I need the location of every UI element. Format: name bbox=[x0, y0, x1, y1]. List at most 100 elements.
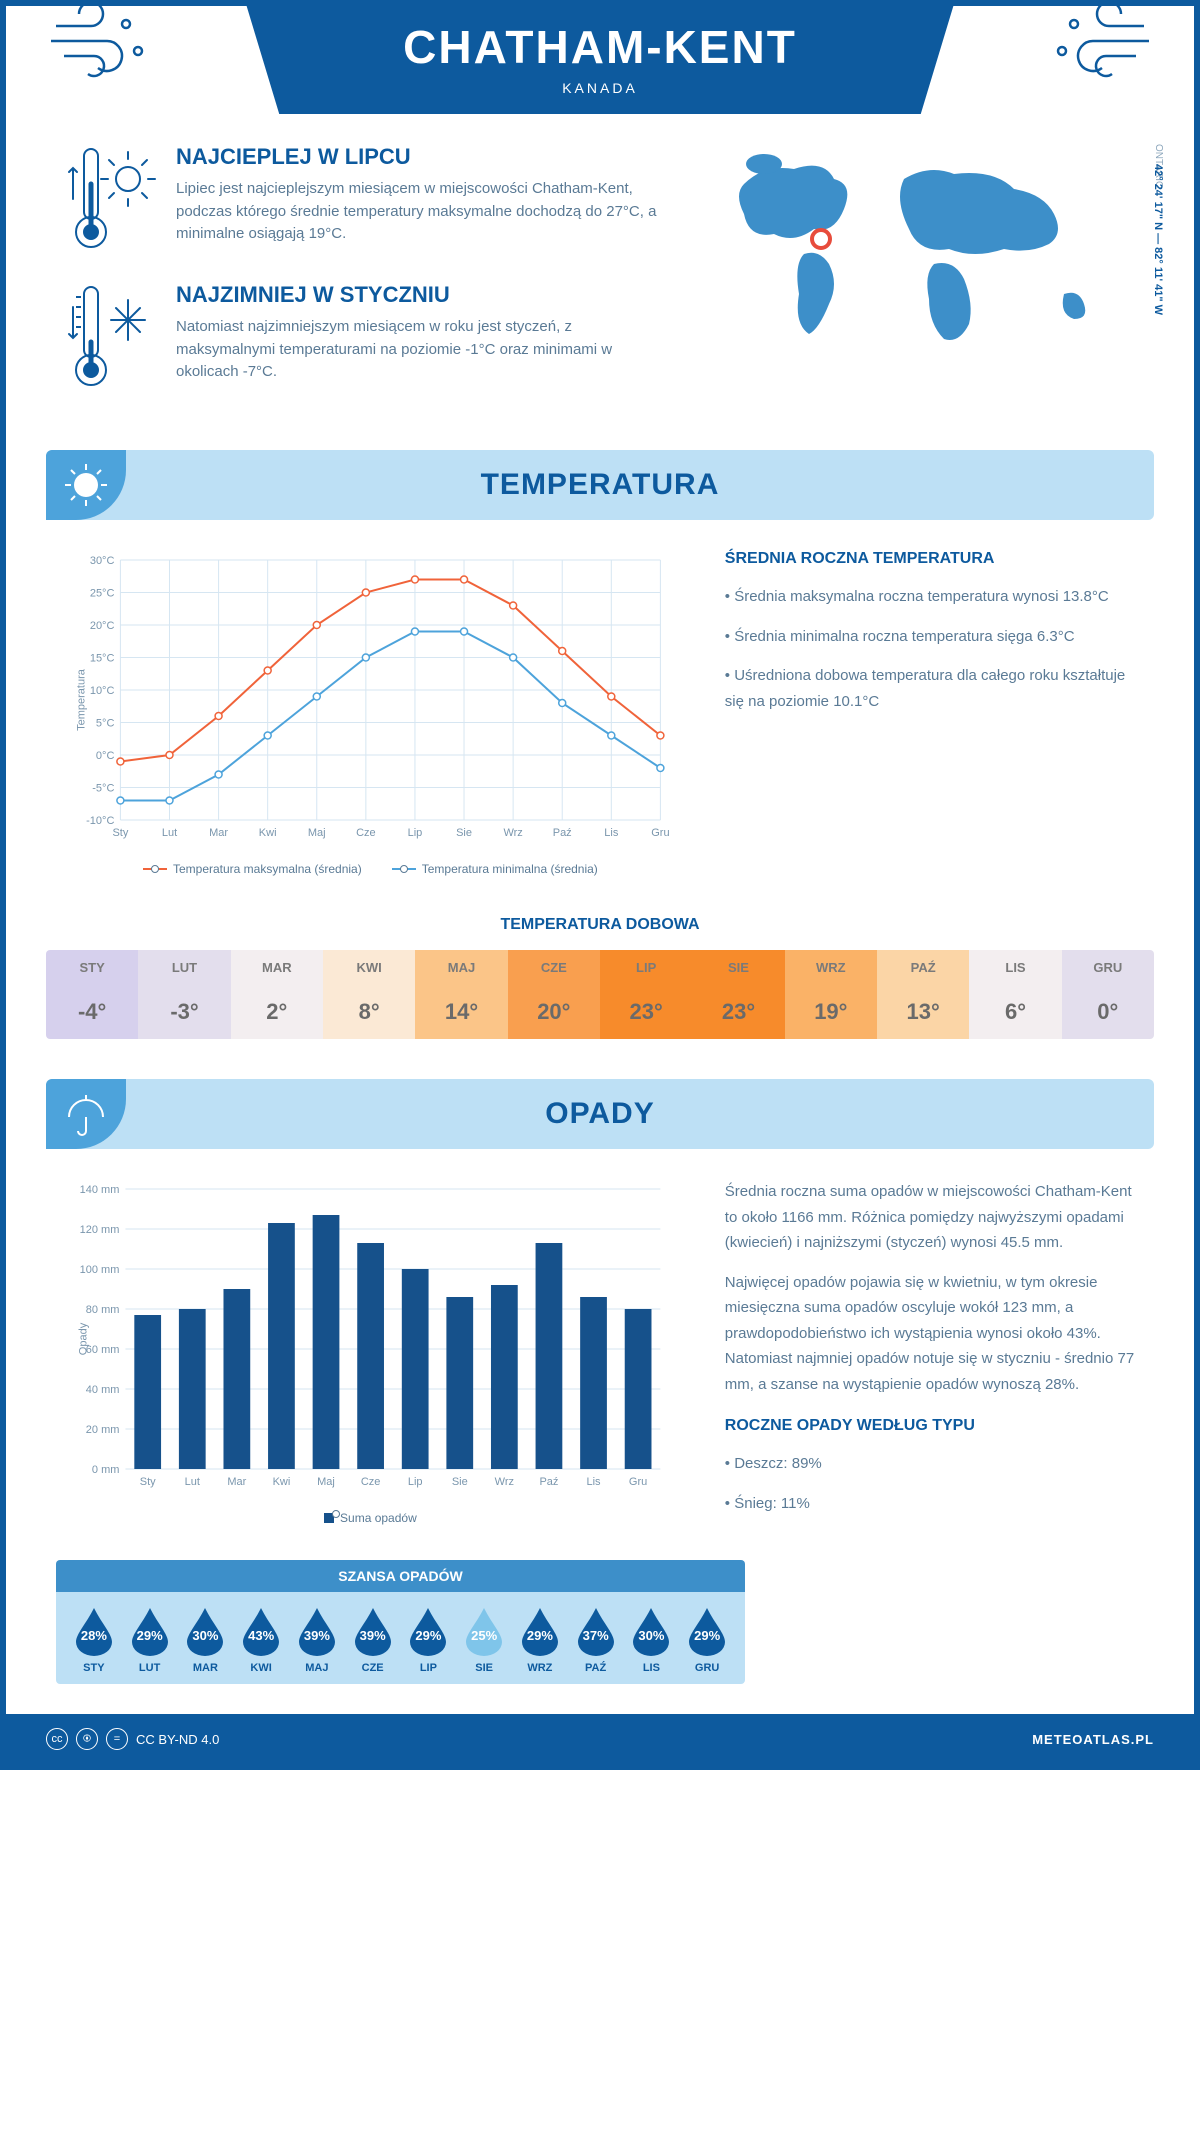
daily-temp-value: -4° bbox=[46, 985, 138, 1039]
temp-bullet: • Uśredniona dobowa temperatura dla całe… bbox=[725, 663, 1144, 714]
svg-text:0°C: 0°C bbox=[96, 750, 115, 762]
daily-month-header: MAR bbox=[231, 950, 323, 985]
thermometer-cold-icon bbox=[66, 282, 156, 392]
wind-icon bbox=[46, 0, 166, 86]
wind-icon bbox=[1034, 0, 1154, 86]
precipitation-chance-row: 28%STY29%LUT30%MAR43%KWI39%MAJ39%CZE29%L… bbox=[56, 1592, 745, 1684]
rain-legend-label: Suma opadów bbox=[340, 1511, 417, 1525]
svg-text:40 mm: 40 mm bbox=[86, 1384, 120, 1396]
svg-text:10°C: 10°C bbox=[90, 685, 115, 697]
daily-temp-value: -3° bbox=[138, 985, 230, 1039]
page-footer: cc 🅯 = CC BY-ND 4.0 METEOATLAS.PL bbox=[6, 1714, 1194, 1764]
temperature-chart-legend: .swatch::before{border-color:#f0633a}Tem… bbox=[56, 862, 685, 876]
svg-text:Cze: Cze bbox=[361, 1476, 381, 1488]
svg-text:Wrz: Wrz bbox=[503, 827, 522, 839]
precipitation-bar-chart: 0 mm20 mm40 mm60 mm80 mm100 mm120 mm140 … bbox=[56, 1179, 685, 1499]
daily-temp-value: 23° bbox=[692, 985, 784, 1039]
svg-text:25°C: 25°C bbox=[90, 588, 115, 600]
daily-temp-value: 2° bbox=[231, 985, 323, 1039]
daily-temp-value: 0° bbox=[1062, 985, 1154, 1039]
daily-month-header: LIS bbox=[969, 950, 1061, 985]
legend-item: .swatch::before{border-color:#4da3db}Tem… bbox=[392, 862, 598, 876]
rain-paragraph: Najwięcej opadów pojawia się w kwietniu,… bbox=[725, 1270, 1144, 1398]
svg-text:Kwi: Kwi bbox=[259, 827, 277, 839]
chance-title: SZANSA OPADÓW bbox=[56, 1560, 745, 1592]
legend-item: .swatch::before{border-color:#f0633a}Tem… bbox=[143, 862, 362, 876]
country-subtitle: KANADA bbox=[284, 80, 917, 96]
rain-type-item: • Deszcz: 89% bbox=[725, 1451, 1144, 1477]
daily-temperature-table: STYLUTMARKWIMAJCZELIPSIEWRZPAŹLISGRU-4°-… bbox=[46, 950, 1154, 1039]
svg-text:Maj: Maj bbox=[308, 827, 326, 839]
temp-bullet: • Średnia minimalna roczna temperatura s… bbox=[725, 624, 1144, 650]
temperature-line-chart: -10°C -5°C 0°C 5°C 10°C 15°C 20°C 25°C 30°C Sty Lu… bbox=[56, 550, 685, 850]
svg-text:20°C: 20°C bbox=[90, 620, 115, 632]
daily-temp-value: 13° bbox=[877, 985, 969, 1039]
svg-text:120 mm: 120 mm bbox=[80, 1224, 120, 1236]
svg-text:Opady: Opady bbox=[77, 1322, 89, 1355]
section-header-temperature: TEMPERATURA bbox=[46, 450, 1154, 520]
chance-drop-item: 28%STY bbox=[74, 1606, 114, 1674]
svg-text:80 mm: 80 mm bbox=[86, 1304, 120, 1316]
svg-text:15°C: 15°C bbox=[90, 653, 115, 665]
svg-text:Lip: Lip bbox=[408, 1476, 423, 1488]
svg-text:Lut: Lut bbox=[185, 1476, 200, 1488]
chance-drop-item: 29%LIP bbox=[408, 1606, 448, 1674]
daily-temp-value: 14° bbox=[415, 985, 507, 1039]
svg-text:Paź: Paź bbox=[553, 827, 572, 839]
hot-fact-body: Lipiec jest najcieplejszym miesiącem w m… bbox=[176, 178, 664, 246]
license-label: CC BY-ND 4.0 bbox=[136, 1732, 219, 1747]
chance-drop-item: 43%KWI bbox=[241, 1606, 281, 1674]
rain-type-item: • Śnieg: 11% bbox=[725, 1491, 1144, 1517]
svg-text:-5°C: -5°C bbox=[92, 783, 114, 795]
precipitation-heading: OPADY bbox=[46, 1097, 1154, 1131]
svg-text:Gru: Gru bbox=[629, 1476, 647, 1488]
svg-text:100 mm: 100 mm bbox=[80, 1264, 120, 1276]
svg-text:Lip: Lip bbox=[408, 827, 423, 839]
chance-drop-item: 25%SIE bbox=[464, 1606, 504, 1674]
chance-drop-item: 30%LIS bbox=[631, 1606, 671, 1674]
daily-month-header: WRZ bbox=[785, 950, 877, 985]
daily-month-header: PAŹ bbox=[877, 950, 969, 985]
svg-text:30°C: 30°C bbox=[90, 555, 115, 567]
world-map bbox=[704, 144, 1144, 364]
daily-temp-value: 6° bbox=[969, 985, 1061, 1039]
svg-text:Sty: Sty bbox=[140, 1476, 156, 1488]
daily-month-header: GRU bbox=[1062, 950, 1154, 985]
svg-text:Mar: Mar bbox=[227, 1476, 246, 1488]
daily-temp-value: 8° bbox=[323, 985, 415, 1039]
chance-drop-item: 39%MAJ bbox=[297, 1606, 337, 1674]
svg-text:Sie: Sie bbox=[452, 1476, 468, 1488]
city-title: CHATHAM-KENT bbox=[284, 20, 917, 74]
svg-text:140 mm: 140 mm bbox=[80, 1184, 120, 1196]
chance-drop-item: 30%MAR bbox=[185, 1606, 225, 1674]
daily-month-header: KWI bbox=[323, 950, 415, 985]
svg-text:Temperatura: Temperatura bbox=[75, 668, 87, 731]
svg-text:5°C: 5°C bbox=[96, 718, 115, 730]
svg-text:Sty: Sty bbox=[112, 827, 128, 839]
rain-paragraph: Średnia roczna suma opadów w miejscowośc… bbox=[725, 1179, 1144, 1256]
svg-text:Gru: Gru bbox=[651, 827, 669, 839]
coordinates-label: 42° 24' 17" N — 82° 11' 41" W bbox=[1152, 164, 1164, 315]
svg-text:20 mm: 20 mm bbox=[86, 1424, 120, 1436]
svg-text:-10°C: -10°C bbox=[86, 815, 114, 827]
by-icon: 🅯 bbox=[76, 1728, 98, 1750]
section-header-precipitation: OPADY bbox=[46, 1079, 1154, 1149]
chance-drop-item: 29%GRU bbox=[687, 1606, 727, 1674]
map-marker-icon bbox=[810, 228, 832, 250]
daily-month-header: MAJ bbox=[415, 950, 507, 985]
svg-text:Lis: Lis bbox=[604, 827, 619, 839]
svg-text:Lut: Lut bbox=[162, 827, 177, 839]
svg-text:0 mm: 0 mm bbox=[92, 1464, 120, 1476]
svg-text:Sie: Sie bbox=[456, 827, 472, 839]
nd-icon: = bbox=[106, 1728, 128, 1750]
svg-text:Mar: Mar bbox=[209, 827, 228, 839]
temperature-heading: TEMPERATURA bbox=[46, 468, 1154, 502]
chance-drop-item: 29%LUT bbox=[130, 1606, 170, 1674]
temp-bullet: • Średnia maksymalna roczna temperatura … bbox=[725, 584, 1144, 610]
daily-month-header: CZE bbox=[508, 950, 600, 985]
daily-temp-value: 20° bbox=[508, 985, 600, 1039]
precipitation-chart-legend: Suma opadów bbox=[56, 1511, 685, 1525]
chance-drop-item: 29%WRZ bbox=[520, 1606, 560, 1674]
daily-month-header: LIP bbox=[600, 950, 692, 985]
svg-text:Kwi: Kwi bbox=[273, 1476, 291, 1488]
